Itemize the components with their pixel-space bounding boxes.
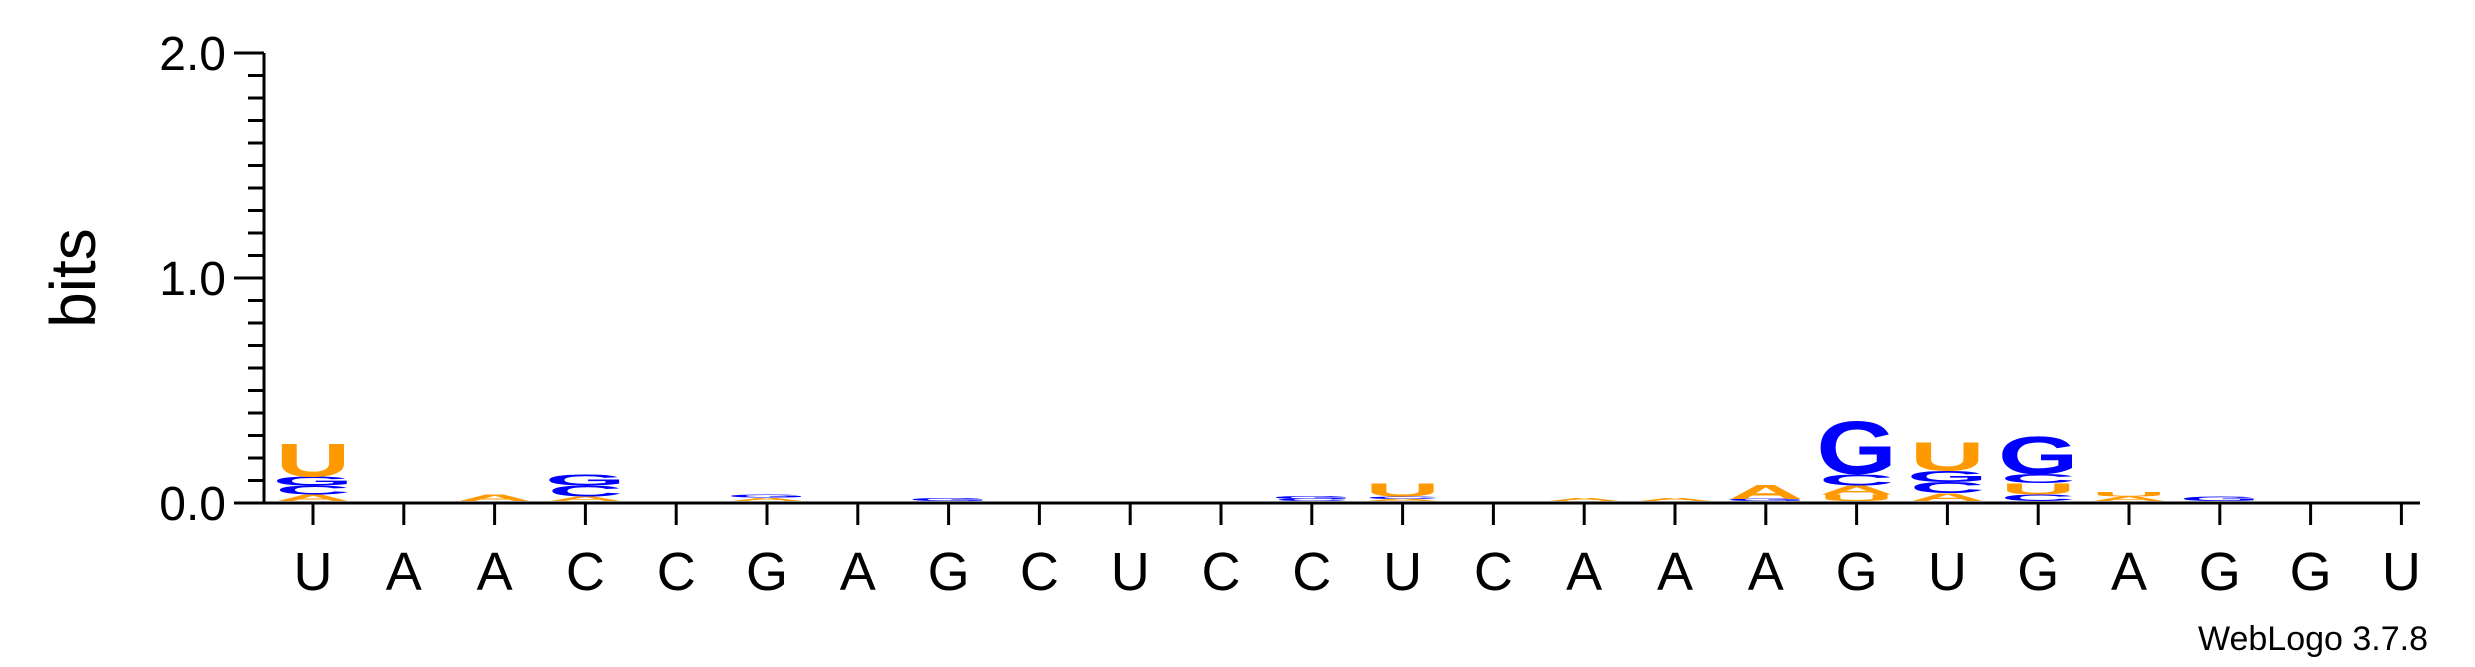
x-tick-label: C — [657, 542, 696, 602]
logo-letter-U: U — [1910, 434, 1985, 480]
x-tick-label: A — [386, 542, 422, 602]
logo-letter-C: C — [1910, 479, 1985, 497]
logo-letter-A: A — [1910, 491, 1985, 503]
logo-letter-U: U — [1365, 480, 1440, 501]
y-tick-label: 2.0 — [159, 28, 226, 81]
y-tick-label: 0.0 — [159, 478, 226, 531]
x-tick-label: U — [1383, 542, 1422, 602]
logo-letter-G: G — [908, 497, 988, 502]
x-tick-label: G — [928, 542, 970, 602]
logo-letter-U: U — [276, 434, 351, 487]
x-tick-label: C — [566, 542, 605, 602]
logo-letter-U: U — [2001, 480, 2076, 498]
x-tick-label: G — [746, 542, 788, 602]
logo-letter-C: C — [1274, 498, 1349, 502]
logo-letter-G: G — [545, 471, 625, 489]
logo-letter-G: G — [1816, 406, 1896, 490]
x-tick-label: A — [477, 542, 513, 602]
logo-letter-A: A — [548, 495, 623, 502]
x-tick-label: G — [2199, 542, 2241, 602]
x-tick-label: C — [1202, 542, 1241, 602]
logo-letter-A: A — [276, 493, 351, 504]
logo-letter-A: A — [1728, 480, 1803, 503]
x-tick-label: G — [2290, 542, 2332, 602]
x-tick-label: U — [1111, 542, 1150, 602]
logo-letter-A: A — [1819, 483, 1894, 497]
weblogo-credit: WebLogo 3.7.8 — [2198, 620, 2428, 658]
x-tick-label: A — [2111, 542, 2147, 602]
x-tick-label: C — [1292, 542, 1331, 602]
x-tick-label: C — [1474, 542, 1513, 602]
y-axis-label: bits — [37, 228, 109, 328]
x-tick-label: U — [2382, 542, 2421, 602]
logo-letter-G: G — [1907, 468, 1987, 486]
logo-letter-G: G — [727, 493, 807, 498]
logo-letter-C: C — [1365, 496, 1440, 500]
x-tick-label: U — [1928, 542, 1967, 602]
logo-letter-G: G — [1726, 498, 1806, 502]
logo-letter-U: U — [2092, 491, 2167, 498]
logo-letter-G: G — [1272, 495, 1352, 500]
logo-letter-C: C — [2001, 493, 2076, 504]
x-tick-label: C — [1020, 542, 1059, 602]
logo-letter-C: C — [276, 483, 351, 497]
logo-letter-A: A — [457, 493, 532, 504]
logo-letter-G: G — [273, 474, 353, 488]
logo-letter-A: A — [1365, 498, 1440, 502]
x-tick-label: A — [1566, 542, 1602, 602]
logo-letter-C: C — [1819, 471, 1894, 489]
logo-letter-A: A — [2092, 495, 2167, 502]
logo-letter-U: U — [1819, 493, 1894, 504]
logo-letter-A: A — [1638, 497, 1713, 502]
x-tick-label: U — [294, 542, 333, 602]
logo-letter-C: C — [548, 482, 623, 500]
y-axis: 0.0 1.0 2.0 — [159, 28, 266, 531]
logo-letter-A: A — [730, 497, 805, 502]
x-tick-label: G — [1836, 542, 1878, 602]
logo-letter-G: G — [2180, 495, 2260, 502]
x-tick-label: A — [1748, 542, 1784, 602]
logo-letter-A: A — [1547, 497, 1622, 502]
x-tick-label: A — [840, 542, 876, 602]
logo-letter-C: C — [2001, 472, 2076, 486]
x-tick-label: A — [1657, 542, 1693, 602]
logo-letter-G: G — [1998, 426, 2078, 486]
y-tick-label: 1.0 — [159, 253, 226, 306]
x-tick-label: G — [2017, 542, 2059, 602]
